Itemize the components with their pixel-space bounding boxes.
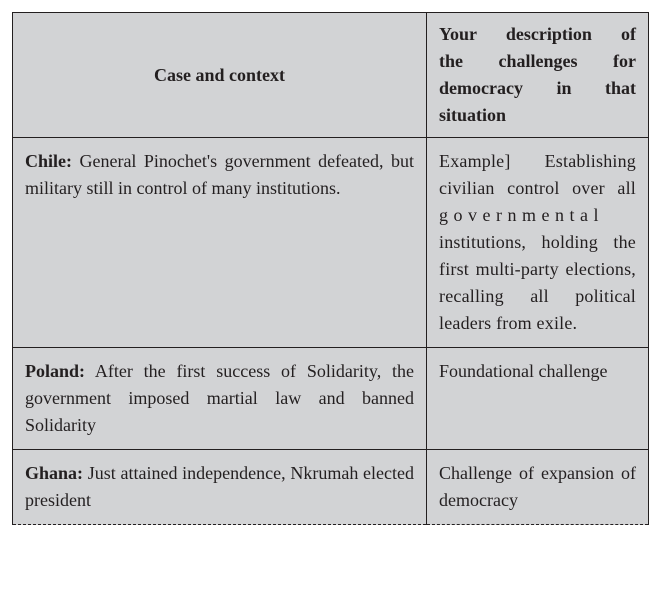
case-cell-chile: Chile: General Pinochet's government def… xyxy=(13,138,427,348)
desc-cell-ghana: Challenge of expansion of democracy xyxy=(427,450,649,525)
header-case: Case and context xyxy=(13,13,427,138)
desc-text-gov: governmental xyxy=(439,205,604,225)
country-label: Ghana: xyxy=(25,463,83,483)
table-row: Ghana: Just attained independence, Nkrum… xyxy=(13,450,649,525)
header-desc-line1: Your description of xyxy=(439,24,636,44)
desc-cell-poland: Foundational challenge xyxy=(427,348,649,450)
table-row: Chile: General Pinochet's government def… xyxy=(13,138,649,348)
desc-text: Challenge of expansion of democracy xyxy=(439,463,636,510)
case-text: General Pinochet's government defeated, … xyxy=(25,151,414,198)
case-cell-poland: Poland: After the first success of Solid… xyxy=(13,348,427,450)
table-row: Poland: After the first success of Solid… xyxy=(13,348,649,450)
header-desc-line4: situation xyxy=(439,102,636,129)
country-label: Poland: xyxy=(25,361,85,381)
header-row: Case and context Your description of the… xyxy=(13,13,649,138)
desc-text-pre: Example] Establi­shing civilian control … xyxy=(439,151,636,198)
challenges-table: Case and context Your description of the… xyxy=(12,12,649,525)
header-description: Your description of the challenges for d… xyxy=(427,13,649,138)
case-text: Just attained independence, Nkrumah elec… xyxy=(25,463,414,510)
country-label: Chile: xyxy=(25,151,72,171)
desc-text-post: institutions, holding the first multi-pa… xyxy=(439,232,636,333)
case-cell-ghana: Ghana: Just attained independence, Nkrum… xyxy=(13,450,427,525)
header-desc-line3: democracy in that xyxy=(439,78,636,98)
desc-text: Foundational challenge xyxy=(439,361,607,381)
header-desc-line2: the challenges for xyxy=(439,51,636,71)
desc-cell-chile: Example] Establi­shing civilian control … xyxy=(427,138,649,348)
